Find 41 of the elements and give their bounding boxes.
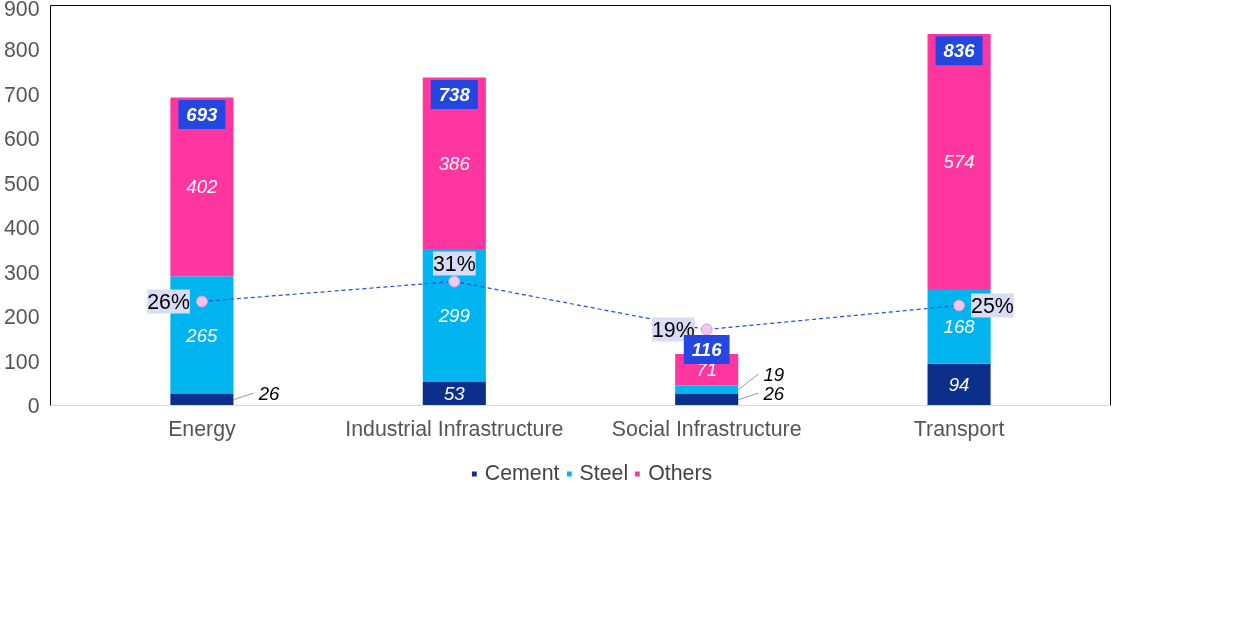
data-label: 386 [438,152,471,174]
data-label: 19% [652,317,695,342]
y-tick-label: 400 [3,216,40,241]
legend-label: Steel [579,460,629,486]
bar [675,385,739,394]
y-tick-label: 500 [3,171,40,196]
x-tick-label: Industrial Infrastructure [345,416,564,441]
legend-label: Others [648,460,713,486]
data-label: 26 [762,382,785,404]
data-label: 265 [185,324,219,346]
y-tick-label: 200 [3,305,40,330]
total-label: 738 [438,83,471,105]
x-tick-label: Energy [168,416,237,441]
data-label: 299 [437,305,470,326]
y-tick-label: 300 [3,260,40,285]
total-label: 693 [186,103,219,125]
data-label: 26 [257,382,281,404]
bar [927,33,991,290]
y-tick-label: 700 [3,82,40,107]
x-tick-label: Social Infrastructure [611,416,802,441]
y-tick-label: 800 [3,38,40,63]
x-tick-label: Transport [913,416,1005,441]
data-label: 168 [943,315,976,337]
data-label: 26% [147,289,190,314]
y-tick-label: 100 [3,349,40,374]
data-label: 574 [943,151,975,172]
bar [170,393,234,406]
bar [927,363,991,406]
data-label: 402 [186,176,219,198]
data-label: 53 [443,383,466,405]
data-label: 31% [432,251,476,276]
data-label: 19 [763,363,785,385]
total-label: 836 [943,40,976,62]
data-label: 94 [948,374,970,396]
legend-label: Cement [484,460,560,486]
y-tick-label: 900 [3,0,40,21]
bar [675,393,739,406]
data-label: 25% [971,293,1014,318]
y-tick-label: 0 [27,394,40,418]
y-tick-label: 600 [3,127,40,152]
total-label: 116 [691,339,723,360]
